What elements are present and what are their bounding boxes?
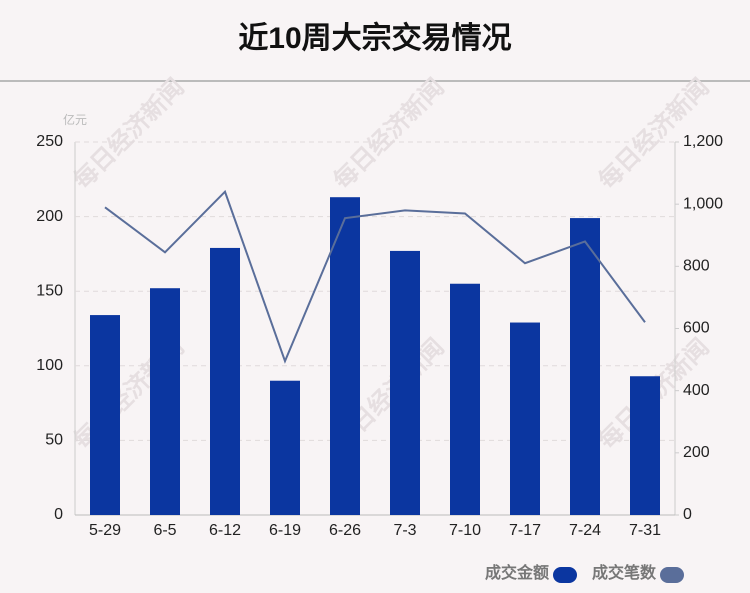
legend-swatch — [660, 567, 684, 583]
x-tick-label: 6-26 — [329, 522, 361, 539]
bar — [150, 288, 180, 515]
y2-tick-label: 400 — [683, 382, 710, 399]
x-tick-label: 7-24 — [569, 522, 601, 539]
y-tick-label: 0 — [54, 506, 63, 523]
y2-tick-label: 1,000 — [683, 195, 723, 212]
y2-tick-label: 600 — [683, 320, 710, 337]
bar — [330, 197, 360, 516]
bar — [510, 322, 540, 515]
x-tick-label: 7-31 — [629, 522, 661, 539]
x-tick-label: 6-12 — [209, 522, 241, 539]
y-tick-label: 250 — [36, 133, 63, 150]
x-tick-label: 7-10 — [449, 522, 481, 539]
x-tick-label: 7-17 — [509, 522, 541, 539]
bar — [450, 283, 480, 515]
y-tick-label: 200 — [36, 208, 63, 225]
bar — [630, 376, 660, 515]
chart-title: 近10周大宗交易情况 — [238, 21, 511, 55]
x-tick-label: 7-3 — [393, 522, 416, 539]
y-tick-label: 100 — [36, 357, 63, 374]
y2-tick-label: 200 — [683, 444, 710, 461]
y-tick-label: 50 — [45, 432, 63, 449]
y-tick-label: 150 — [36, 282, 63, 299]
x-tick-label: 6-19 — [269, 522, 301, 539]
y-unit: 亿元 — [63, 112, 87, 127]
bar — [390, 250, 420, 515]
legend-swatch — [553, 567, 577, 583]
legend-label: 成交笔数 — [592, 563, 657, 582]
x-tick-label: 5-29 — [89, 522, 121, 539]
bar — [570, 218, 600, 516]
bar — [210, 247, 240, 515]
y2-tick-label: 1,200 — [683, 133, 723, 150]
y2-tick-label: 800 — [683, 258, 710, 275]
line — [104, 189, 646, 364]
y2-tick-label: 0 — [683, 506, 692, 523]
x-tick-label: 6-5 — [153, 522, 176, 539]
legend-label: 成交金额 — [485, 563, 549, 582]
bar — [90, 315, 120, 515]
bar — [270, 380, 300, 515]
